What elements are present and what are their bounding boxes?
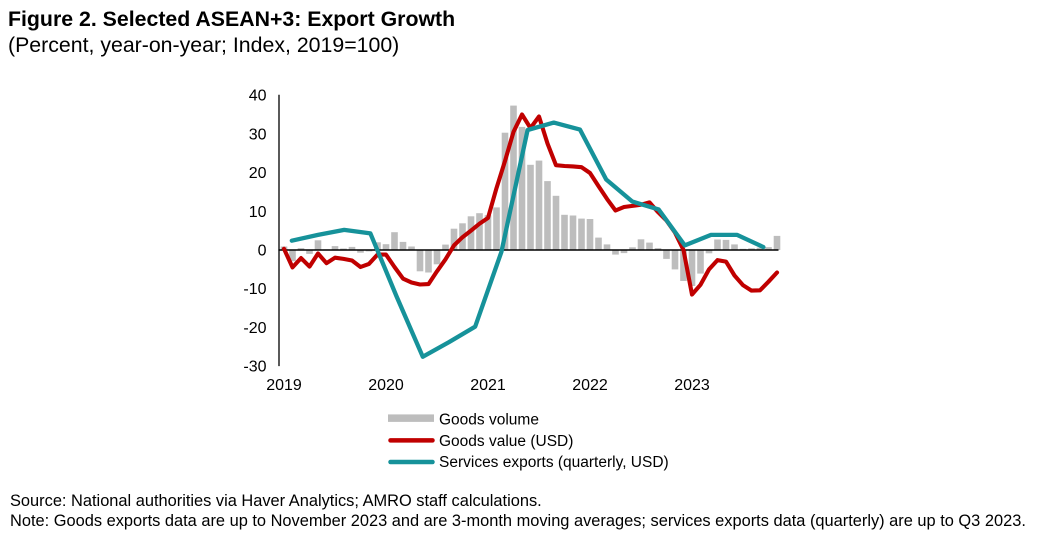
svg-text:0: 0 — [258, 243, 267, 260]
svg-text:-30: -30 — [243, 359, 266, 376]
svg-text:2021: 2021 — [470, 377, 506, 394]
svg-text:2019: 2019 — [266, 377, 302, 394]
svg-text:10: 10 — [249, 204, 267, 221]
svg-text:30: 30 — [249, 126, 267, 143]
svg-text:2020: 2020 — [368, 377, 404, 394]
svg-text:20: 20 — [249, 165, 267, 182]
svg-text:2022: 2022 — [572, 377, 608, 394]
svg-text:-10: -10 — [243, 281, 266, 298]
svg-text:40: 40 — [249, 88, 267, 105]
svg-text:Services exports (quarterly, U: Services exports (quarterly, USD) — [439, 454, 669, 471]
svg-text:-20: -20 — [243, 320, 266, 337]
svg-text:Goods value (USD): Goods value (USD) — [439, 433, 573, 450]
svg-text:Goods volume: Goods volume — [439, 411, 539, 428]
svg-text:2023: 2023 — [674, 377, 710, 394]
